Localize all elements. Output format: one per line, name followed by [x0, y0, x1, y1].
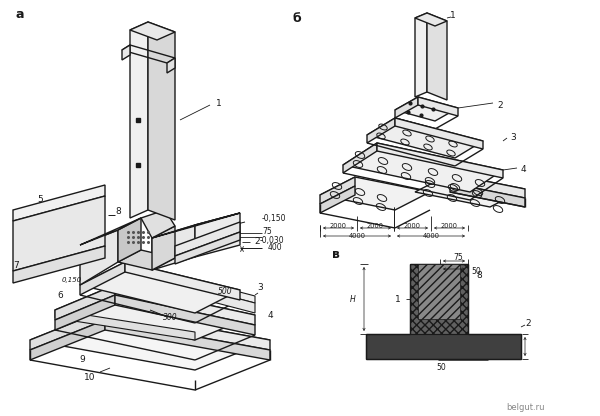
Polygon shape — [13, 196, 105, 271]
Text: 4: 4 — [267, 310, 273, 319]
Polygon shape — [125, 262, 255, 303]
Polygon shape — [427, 13, 447, 100]
Polygon shape — [395, 118, 483, 149]
Text: 400: 400 — [268, 243, 283, 252]
Text: 50: 50 — [436, 364, 446, 372]
Polygon shape — [118, 218, 141, 262]
Polygon shape — [450, 183, 525, 207]
Polygon shape — [343, 143, 377, 173]
Polygon shape — [152, 225, 195, 270]
Text: 4000: 4000 — [422, 233, 439, 239]
Text: -0,030: -0,030 — [260, 235, 284, 245]
Polygon shape — [377, 143, 503, 178]
Polygon shape — [320, 186, 355, 213]
Text: 8: 8 — [476, 270, 482, 280]
Polygon shape — [415, 174, 525, 207]
Polygon shape — [80, 230, 118, 285]
Text: 1: 1 — [216, 99, 222, 107]
Polygon shape — [175, 232, 240, 264]
Text: 50: 50 — [471, 267, 481, 275]
Text: 8: 8 — [115, 208, 121, 216]
Text: 4000: 4000 — [349, 233, 365, 239]
Text: 500: 500 — [218, 287, 233, 295]
Text: 2: 2 — [497, 101, 503, 109]
Polygon shape — [343, 143, 503, 192]
Text: б: б — [293, 12, 301, 25]
Polygon shape — [13, 185, 105, 221]
Text: 2: 2 — [525, 319, 531, 329]
Polygon shape — [80, 218, 141, 245]
Polygon shape — [13, 246, 105, 283]
Polygon shape — [367, 118, 395, 143]
Polygon shape — [125, 269, 255, 313]
Polygon shape — [320, 177, 430, 210]
Polygon shape — [122, 45, 130, 60]
Polygon shape — [80, 262, 240, 313]
Text: -0,150: -0,150 — [262, 213, 287, 223]
Text: 7: 7 — [13, 260, 19, 270]
Text: 2000: 2000 — [404, 223, 421, 229]
Text: 3: 3 — [510, 134, 516, 143]
Text: 2: 2 — [254, 238, 260, 247]
Text: 4: 4 — [520, 166, 526, 174]
Polygon shape — [105, 310, 270, 350]
Polygon shape — [30, 310, 105, 350]
Text: 3: 3 — [257, 283, 263, 292]
Polygon shape — [415, 13, 447, 26]
Polygon shape — [55, 285, 255, 340]
Polygon shape — [320, 177, 355, 204]
Polygon shape — [418, 264, 460, 319]
Text: 6: 6 — [57, 290, 63, 300]
Text: 2000: 2000 — [440, 223, 458, 229]
Polygon shape — [148, 22, 175, 220]
Polygon shape — [195, 213, 240, 257]
Text: 2000: 2000 — [329, 223, 347, 229]
Polygon shape — [415, 13, 427, 97]
Polygon shape — [130, 22, 148, 218]
Text: 5: 5 — [37, 196, 43, 205]
Text: в: в — [332, 248, 340, 262]
Polygon shape — [395, 97, 458, 121]
Polygon shape — [418, 97, 458, 116]
Text: 10: 10 — [84, 374, 96, 382]
Polygon shape — [55, 295, 115, 330]
Polygon shape — [80, 262, 125, 295]
Polygon shape — [115, 295, 255, 335]
Polygon shape — [30, 310, 270, 370]
Text: 2000: 2000 — [367, 223, 383, 229]
Text: 75: 75 — [453, 253, 463, 262]
Polygon shape — [141, 210, 175, 238]
Polygon shape — [395, 97, 418, 118]
Polygon shape — [115, 285, 255, 325]
Text: H: H — [350, 295, 356, 304]
Text: belgut.ru: belgut.ru — [506, 404, 545, 413]
Text: 300: 300 — [163, 314, 178, 322]
Polygon shape — [367, 118, 483, 158]
Polygon shape — [125, 262, 240, 300]
Polygon shape — [118, 250, 175, 270]
Polygon shape — [130, 22, 175, 40]
Polygon shape — [55, 310, 195, 340]
Polygon shape — [167, 58, 175, 73]
Polygon shape — [152, 226, 175, 270]
Polygon shape — [175, 222, 240, 256]
Polygon shape — [450, 174, 525, 198]
Polygon shape — [152, 213, 240, 238]
Text: 1: 1 — [450, 10, 456, 20]
Text: 1: 1 — [395, 295, 401, 304]
Polygon shape — [366, 334, 521, 359]
Text: 75: 75 — [262, 228, 272, 237]
Polygon shape — [30, 320, 105, 360]
Text: 9: 9 — [79, 356, 85, 364]
Polygon shape — [105, 320, 270, 360]
Polygon shape — [410, 264, 468, 334]
Polygon shape — [55, 285, 115, 320]
Text: а: а — [15, 8, 23, 22]
Text: 0,150: 0,150 — [62, 277, 82, 283]
